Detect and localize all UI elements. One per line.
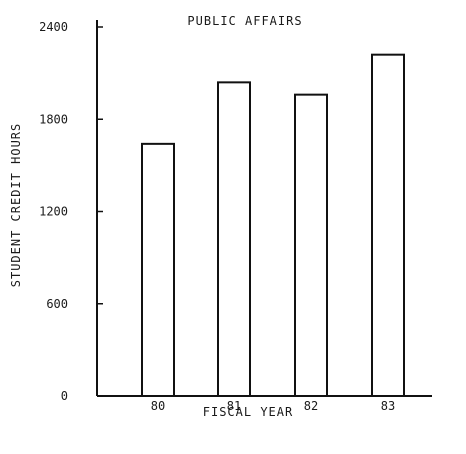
x-tick-label: 80 — [151, 399, 165, 413]
bars — [141, 53, 405, 398]
y-ticks: 0 600 1200 1800 2400 — [39, 20, 103, 403]
bar-83 — [371, 53, 405, 398]
bar-80 — [141, 142, 175, 397]
y-axis-label: STUDENT CREDIT HOURS — [9, 123, 23, 288]
x-axis-label: FISCAL YEAR — [203, 405, 293, 419]
y-tick-label: 2400 — [39, 20, 68, 34]
x-tick-label: 82 — [304, 399, 318, 413]
y-tick-label: 1800 — [39, 112, 68, 126]
bar-82 — [294, 93, 328, 398]
x-ticks: 80 81 82 83 — [151, 399, 395, 413]
x-tick-label: 81 — [227, 399, 241, 413]
chart-title: PUBLIC AFFAIRS — [187, 14, 302, 28]
y-tick-label: 1200 — [39, 205, 68, 219]
y-tick-label: 600 — [46, 297, 68, 311]
y-tick-label: 0 — [61, 389, 68, 403]
x-tick-label: 83 — [381, 399, 395, 413]
bar-81 — [217, 81, 251, 397]
